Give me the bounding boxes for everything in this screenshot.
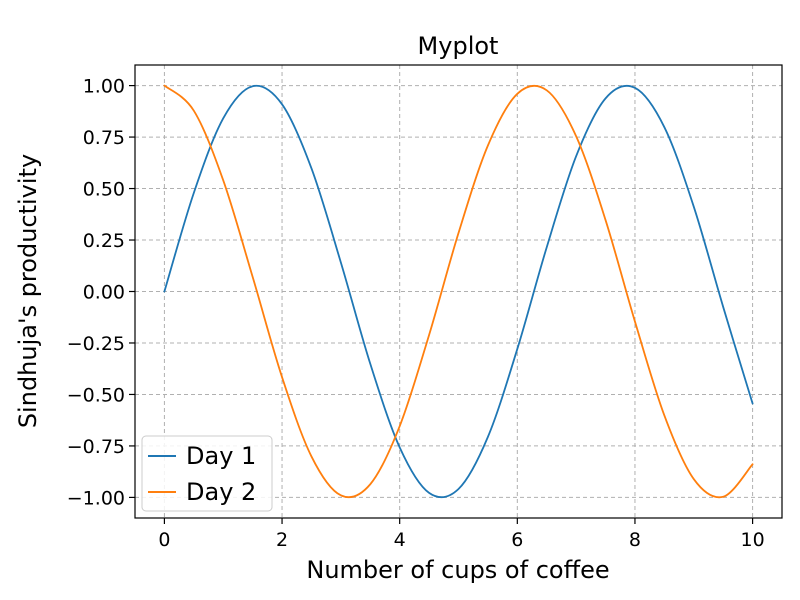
y-tick-label: −0.50 xyxy=(67,384,125,406)
y-tick-label: −0.75 xyxy=(67,436,125,458)
x-tick-label: 0 xyxy=(158,529,170,551)
legend-label: Day 1 xyxy=(186,442,256,470)
chart-title: Myplot xyxy=(418,32,499,60)
y-axis-label: Sindhuja's productivity xyxy=(14,154,42,428)
x-tick-label: 6 xyxy=(511,529,523,551)
y-tick-label: 0.25 xyxy=(83,230,125,252)
series-lines xyxy=(163,84,754,499)
axis-ticks: 0 2 4 6 8 10 1.00 0.75 0.50 0.25 0.00 −0.25 −0.50 −0.… xyxy=(67,76,765,551)
series-line-1 xyxy=(163,84,754,499)
y-tick-label: 0.75 xyxy=(83,127,125,149)
x-tick-label: 10 xyxy=(740,529,764,551)
legend: Day 1 Day 2 xyxy=(141,435,273,512)
x-axis-label: Number of cups of coffee xyxy=(306,556,609,584)
y-tick-label: 0.50 xyxy=(83,179,125,201)
x-tick-label: 2 xyxy=(276,529,288,551)
x-tick-label: 4 xyxy=(394,529,406,551)
y-tick-label: −0.25 xyxy=(67,333,125,355)
y-tick-label: 0.00 xyxy=(83,282,125,304)
series-line-2 xyxy=(163,84,754,499)
x-tick-label: 8 xyxy=(629,529,641,551)
y-tick-label: −1.00 xyxy=(67,487,125,509)
legend-label: Day 2 xyxy=(186,478,256,506)
y-tick-label: 1.00 xyxy=(83,76,125,98)
